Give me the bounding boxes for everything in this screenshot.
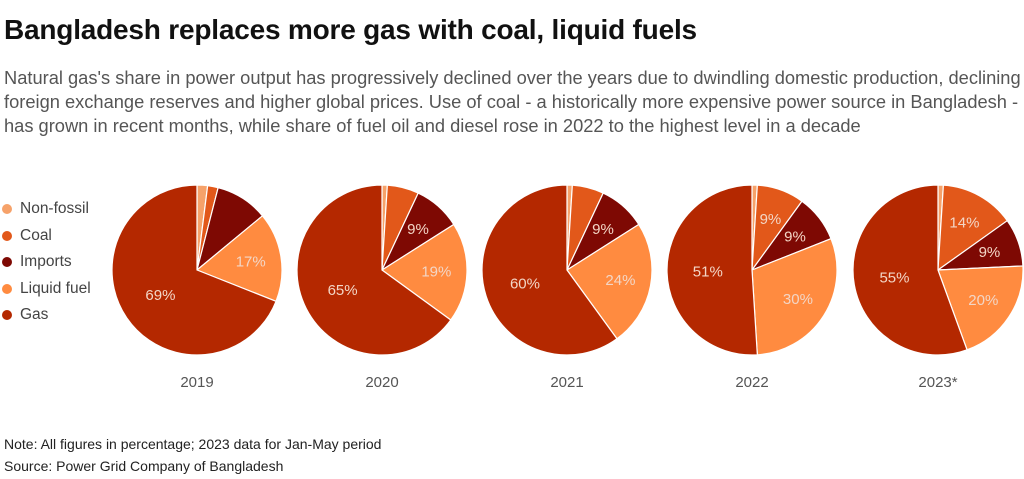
year-label: 2020 (365, 374, 398, 391)
pie-slice-gas (666, 184, 758, 356)
legend-label: Gas (20, 306, 49, 324)
legend-label: Non-fossil (20, 200, 89, 218)
data-label: 65% (328, 282, 358, 299)
pie-slice-gas (111, 184, 277, 356)
data-label: 24% (605, 272, 635, 289)
legend-label: Imports (20, 253, 72, 271)
note-text: Note: All figures in percentage; 2023 da… (4, 436, 382, 452)
year-label: 2021 (550, 374, 583, 391)
data-label: 55% (879, 270, 909, 287)
year-label: 2023* (918, 374, 957, 391)
legend-item-gas: Gas (2, 302, 91, 329)
pie-slice-gas (296, 184, 452, 356)
data-label: 9% (407, 221, 429, 238)
pie-slice-liquid-fuel (566, 223, 653, 340)
legend-swatch (2, 204, 12, 215)
pie-2020: 9% 19% 65% 2020 (296, 184, 468, 391)
pie-2022: 9%9% 30% 51% 2022 (666, 184, 838, 391)
legend-swatch (2, 230, 12, 241)
data-label: 60% (510, 276, 540, 293)
legend-label: Liquid fuel (20, 279, 91, 297)
data-label: 9% (979, 244, 1001, 261)
chart-title: Bangladesh replaces more gas with coal, … (4, 14, 697, 45)
data-label: 69% (145, 287, 175, 304)
pie-slice-liquid-fuel (937, 265, 1024, 351)
data-label: 20% (968, 292, 998, 309)
pie-slice-coal (937, 184, 1009, 272)
data-label: 17% (236, 253, 266, 270)
legend-label: Coal (20, 226, 52, 244)
data-label: 9% (784, 229, 806, 246)
pie-slice-gas (852, 184, 968, 356)
legend-item-imports: Imports (2, 249, 91, 276)
pie-2023: 14%9% 20% 55% 2023* (852, 184, 1024, 391)
legend: Non-fossil Coal Imports Liquid fuel Gas (2, 196, 91, 329)
pie-2021: 9% 24% 60% 2021 (481, 184, 653, 391)
data-label: 14% (949, 214, 979, 231)
legend-item-coal: Coal (2, 223, 91, 250)
data-label: 30% (783, 291, 813, 308)
legend-swatch (2, 283, 12, 294)
source-text: Source: Power Grid Company of Bangladesh (4, 458, 284, 474)
legend-item-non-fossil: Non-fossil (2, 196, 91, 223)
data-label: 51% (693, 263, 723, 280)
chart-subtitle: Natural gas's share in power output has … (4, 67, 1021, 136)
data-label: 9% (592, 221, 614, 238)
year-label: 2019 (180, 374, 213, 391)
data-label: 19% (421, 264, 451, 281)
pie-slice-gas (481, 184, 618, 356)
year-label: 2022 (735, 374, 768, 391)
legend-item-liquid-fuel: Liquid fuel (2, 276, 91, 303)
pie-slice-liquid-fuel (195, 214, 283, 303)
data-label: 9% (760, 211, 782, 228)
pie-2019: 17% 69% 2019 (111, 184, 283, 391)
legend-swatch (2, 257, 12, 268)
pie-slice-liquid-fuel (751, 237, 838, 356)
pie-slice-liquid-fuel (380, 223, 468, 321)
legend-swatch (2, 310, 12, 321)
